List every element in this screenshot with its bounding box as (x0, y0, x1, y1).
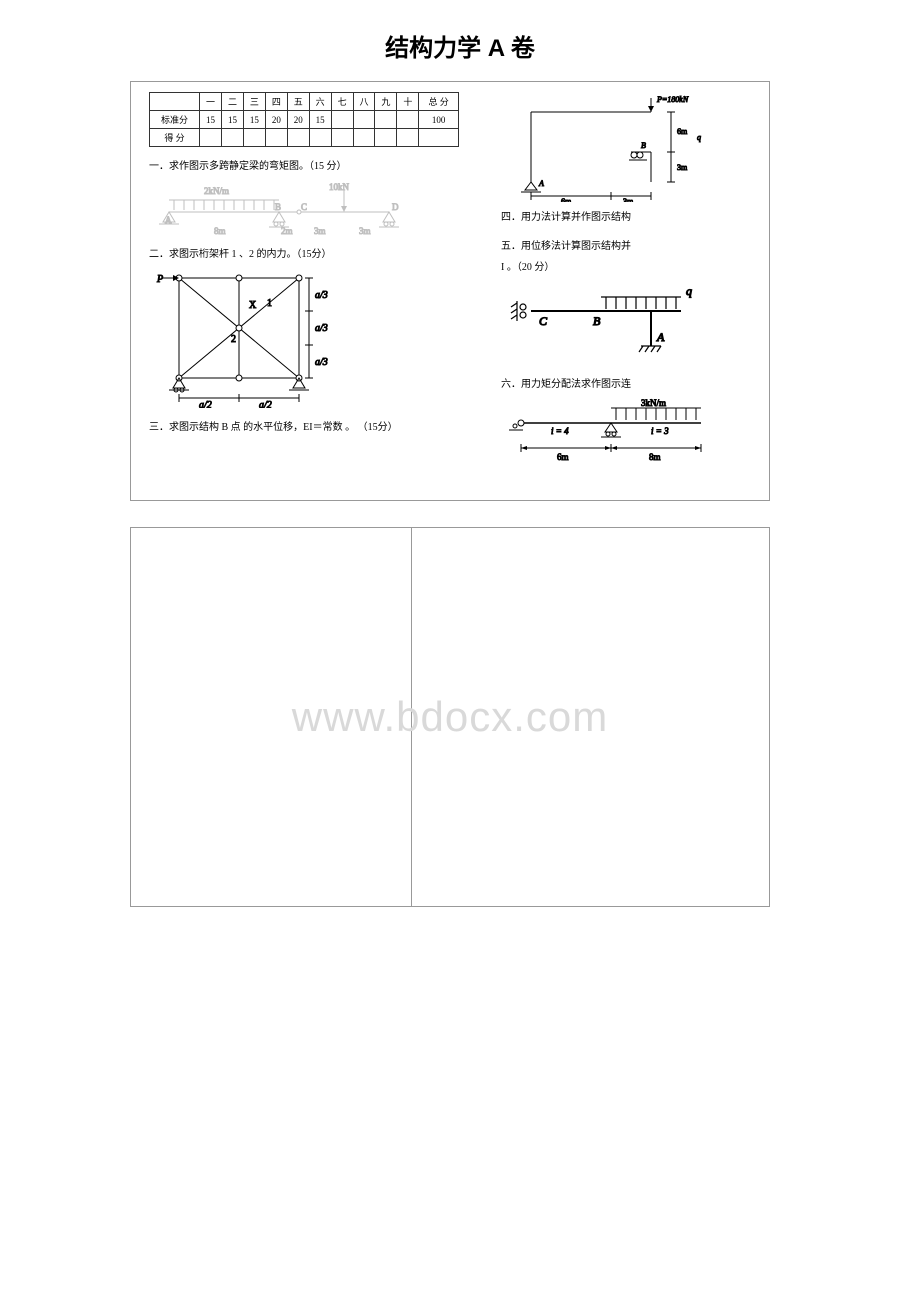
page2-divider (411, 528, 412, 906)
score-hdr: 三 (243, 93, 265, 111)
fig4-h1: 6m (677, 127, 688, 136)
score-cell (265, 129, 287, 147)
score-hdr: 十 (397, 93, 419, 111)
table-row: 一 二 三 四 五 六 七 八 九 十 总 分 (150, 93, 459, 111)
fig6-i2: i = 3 (651, 426, 669, 436)
fig4-w1: 6m (561, 197, 572, 202)
score-cell (309, 129, 331, 147)
fig5-c: C (539, 314, 548, 328)
svg-text:X: X (249, 300, 257, 311)
fig6-w1: 6m (557, 452, 569, 462)
fig2-v2: a/3 (315, 323, 328, 334)
fig4-h2: 3m (677, 163, 688, 172)
fig1-pt: 10kN (329, 182, 350, 192)
exam-page-1: 一 二 三 四 五 六 七 八 九 十 总 分 标准分 15 15 15 (130, 81, 770, 501)
score-cell: 15 (243, 111, 265, 129)
score-cell (375, 111, 397, 129)
figure-1: 2kN/m 10kN A B (149, 180, 409, 235)
fig5-a: A (656, 330, 665, 344)
question-5b: I 。（20 分） (501, 260, 751, 275)
question-3: 三．求图示结构 B 点 的水平位移，EI＝常数 。 （15分） (149, 420, 469, 435)
figure-4: P=180kN q A B 6m 3m (501, 92, 711, 202)
score-row-label: 标准分 (150, 111, 200, 129)
score-cell (353, 129, 375, 147)
score-cell (200, 129, 222, 147)
fig4-w2: 3m (623, 197, 634, 202)
fig1-d4: 3m (359, 226, 371, 235)
fig2-m2: 2 (231, 334, 236, 345)
fig1-b: B (275, 202, 281, 212)
score-cell (331, 111, 353, 129)
score-cell: 100 (419, 111, 459, 129)
score-hdr: 一 (200, 93, 222, 111)
score-cell (397, 129, 419, 147)
fig2-v1: a/3 (315, 290, 328, 301)
right-column: P=180kN q A B 6m 3m (501, 92, 751, 468)
score-hdr: 五 (287, 93, 309, 111)
score-hdr: 九 (375, 93, 397, 111)
score-hdr: 二 (222, 93, 244, 111)
fig6-udl: 3kN/m (641, 398, 666, 408)
fig6-w2: 8m (649, 452, 661, 462)
score-cell (243, 129, 265, 147)
score-cell: 15 (200, 111, 222, 129)
fig1-d3: 3m (314, 226, 326, 235)
fig5-q: q (686, 284, 692, 298)
table-row: 标准分 15 15 15 20 20 15 100 (150, 111, 459, 129)
score-cell (331, 129, 353, 147)
fig2-m1: 1 (267, 298, 272, 309)
fig5-b: B (593, 314, 601, 328)
question-1: 一．求作图示多跨静定梁的弯矩图。（15 分） (149, 159, 469, 174)
figure-6: 3kN/m i = 4 i = 3 (501, 398, 721, 468)
fig1-d2: 2m (281, 226, 293, 235)
score-hdr: 八 (353, 93, 375, 111)
question-6: 六．用力矩分配法求作图示连 (501, 377, 751, 392)
fig4-p: P=180kN (656, 95, 689, 104)
fig1-d1: 8m (214, 226, 226, 235)
exam-page-1-wrap: 姓名: 线 订 装 学号: 专业班级: 级 专业所在系 一 二 三 四 五 六 … (130, 81, 900, 501)
score-cell: 15 (309, 111, 331, 129)
score-cell: 20 (265, 111, 287, 129)
fig4-a: A (538, 179, 544, 188)
question-2: 二．求图示桁架杆 1 、2 的内力。（15分） (149, 247, 469, 262)
fig2-h1: a/2 (199, 400, 212, 408)
figure-2: X 1 2 P (149, 268, 379, 408)
fig2-h2: a/2 (259, 400, 272, 408)
watermark: www.bdocx.com (292, 693, 608, 741)
score-hdr: 四 (265, 93, 287, 111)
score-hdr: 总 分 (419, 93, 459, 111)
score-hdr: 七 (331, 93, 353, 111)
score-cell (419, 129, 459, 147)
score-cell (353, 111, 375, 129)
score-cell (287, 129, 309, 147)
exam-page-2-wrap: 姓名: 学号: 专业班级: 级 专业所在系 www.bdocx.com (130, 527, 900, 907)
fig4-q: q (697, 133, 701, 142)
fig1-a: A (165, 215, 172, 225)
question-5: 五．用位移法计算图示结构并 (501, 239, 751, 254)
fig2-p: P (156, 274, 163, 285)
fig4-b: B (641, 141, 646, 150)
score-hdr (150, 93, 200, 111)
score-cell (397, 111, 419, 129)
fig6-i1: i = 4 (551, 426, 569, 436)
score-cell (375, 129, 397, 147)
score-table: 一 二 三 四 五 六 七 八 九 十 总 分 标准分 15 15 15 (149, 92, 459, 147)
fig2-v3: a/3 (315, 357, 328, 368)
table-row: 得 分 (150, 129, 459, 147)
fig1-udl: 2kN/m (204, 186, 229, 196)
figure-5: q C B A (501, 281, 711, 361)
exam-page-2: www.bdocx.com (130, 527, 770, 907)
left-column: 一 二 三 四 五 六 七 八 九 十 总 分 标准分 15 15 15 (149, 92, 469, 441)
score-cell: 15 (222, 111, 244, 129)
score-cell (222, 129, 244, 147)
fig1-d: D (392, 202, 399, 212)
score-cell: 20 (287, 111, 309, 129)
score-row-label: 得 分 (150, 129, 200, 147)
question-4: 四．用力法计算并作图示结构 (501, 210, 751, 225)
score-hdr: 六 (309, 93, 331, 111)
fig1-c: C (301, 202, 307, 212)
page-title: 结构力学 A 卷 (0, 0, 920, 81)
